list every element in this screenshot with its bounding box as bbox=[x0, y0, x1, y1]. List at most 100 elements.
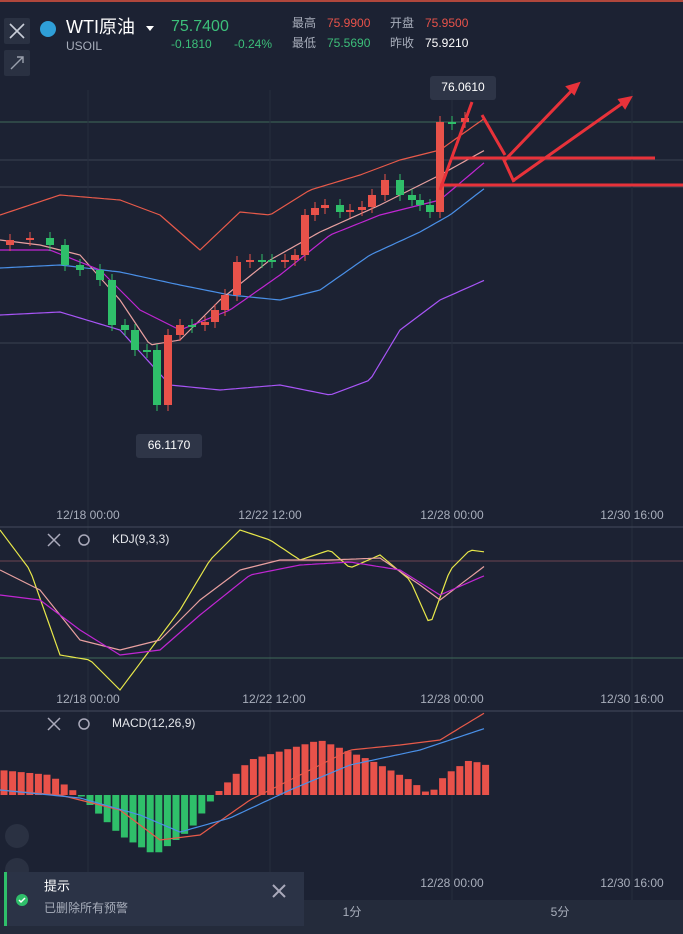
macd-settings[interactable] bbox=[78, 718, 90, 730]
macd-bar bbox=[327, 744, 335, 795]
macd-bar bbox=[335, 747, 343, 795]
stat-value: 75.9210 bbox=[425, 36, 469, 50]
candles bbox=[0, 112, 490, 853]
candle-body bbox=[291, 255, 299, 260]
kdj-settings[interactable] bbox=[78, 534, 90, 546]
toast-close[interactable] bbox=[272, 884, 286, 898]
candle-body bbox=[336, 205, 344, 212]
high-label: 76.0610 bbox=[441, 80, 485, 94]
candle-body bbox=[346, 210, 354, 212]
macd-bar bbox=[9, 771, 17, 795]
candle-body bbox=[131, 330, 139, 350]
time-label: 12/22 12:00 bbox=[238, 508, 302, 522]
candle-body bbox=[153, 350, 161, 405]
macd-bar bbox=[301, 744, 309, 795]
expand-icon bbox=[10, 56, 24, 70]
candle-body bbox=[201, 322, 209, 325]
macd-bar bbox=[473, 762, 481, 795]
low-callout bbox=[136, 434, 202, 458]
candle-body bbox=[143, 350, 151, 352]
kdj-d bbox=[0, 561, 485, 656]
high-callout bbox=[430, 76, 496, 100]
candle-body bbox=[268, 260, 276, 262]
macd-dif bbox=[0, 712, 485, 841]
candle-body bbox=[246, 260, 254, 262]
candle-body bbox=[281, 260, 289, 262]
macd-bar bbox=[138, 795, 146, 848]
macd-bar bbox=[361, 758, 369, 795]
macd-bar bbox=[112, 795, 120, 831]
macd-bar bbox=[387, 770, 395, 795]
symbol-name[interactable]: WTI原油 bbox=[66, 17, 135, 37]
symbol-icon bbox=[40, 21, 56, 37]
macd-bar bbox=[34, 773, 42, 795]
macd-bar bbox=[77, 795, 85, 797]
toast bbox=[4, 872, 304, 926]
candle-body bbox=[321, 205, 329, 208]
macd-bar bbox=[146, 795, 154, 853]
time-label: 12/18 00:00 bbox=[56, 508, 120, 522]
stat-label: 开盘 bbox=[390, 15, 414, 30]
toast-accent bbox=[4, 872, 7, 926]
dropdown-arrow[interactable] bbox=[146, 26, 154, 31]
candle-body bbox=[164, 335, 172, 405]
macd-bar bbox=[430, 789, 438, 795]
candle-body bbox=[368, 195, 376, 207]
macd-bar bbox=[249, 759, 257, 795]
stat-value: 75.9500 bbox=[425, 16, 469, 30]
macd-bar bbox=[163, 795, 171, 847]
timeframe[interactable]: 5分 bbox=[551, 905, 570, 919]
close-icon bbox=[9, 23, 25, 39]
macd-title: MACD(12,26,9) bbox=[112, 716, 195, 730]
ma-slow bbox=[0, 162, 485, 331]
stat-label: 最低 bbox=[292, 36, 316, 50]
candle-body bbox=[311, 208, 319, 215]
timeframe[interactable]: 1分 bbox=[343, 905, 362, 919]
macd-bar bbox=[60, 784, 68, 795]
macd-bar bbox=[482, 764, 490, 795]
tool-button[interactable] bbox=[5, 824, 29, 848]
macd-bar bbox=[267, 754, 275, 795]
candle-body bbox=[76, 265, 84, 270]
candle-body bbox=[381, 180, 389, 195]
time-label: 12/28 00:00 bbox=[420, 508, 484, 522]
macd-bar bbox=[206, 795, 214, 802]
candle-body bbox=[6, 240, 14, 245]
macd-bar bbox=[181, 795, 189, 834]
macd-bar bbox=[52, 778, 60, 795]
candle-body bbox=[396, 180, 404, 195]
kdj-close[interactable] bbox=[47, 533, 61, 547]
macd-bar bbox=[292, 746, 300, 795]
macd-bar bbox=[189, 795, 197, 826]
macd-bar bbox=[120, 795, 128, 838]
candle-body bbox=[436, 122, 444, 212]
kdj-k bbox=[0, 557, 485, 651]
macd-bar bbox=[275, 751, 283, 795]
candle-body bbox=[426, 205, 434, 212]
time-label: 12/30 16:00 bbox=[600, 508, 664, 522]
candle-body bbox=[188, 325, 196, 327]
macd-bar bbox=[344, 751, 352, 795]
toast-message: 已删除所有预警 bbox=[44, 900, 128, 915]
candle-body bbox=[26, 238, 34, 240]
stat-value: 75.5690 bbox=[327, 36, 371, 50]
candle-body bbox=[96, 270, 104, 280]
candle-body bbox=[121, 325, 129, 330]
stat-value: 75.9900 bbox=[327, 16, 371, 30]
macd-bar bbox=[172, 795, 180, 840]
macd-bar bbox=[396, 774, 404, 795]
macd-bar bbox=[284, 749, 292, 795]
candle-body bbox=[221, 295, 229, 310]
macd-bar bbox=[0, 770, 8, 795]
top-border bbox=[0, 0, 683, 2]
macd-bar bbox=[439, 778, 447, 795]
macd-close[interactable] bbox=[47, 717, 61, 731]
check bbox=[18, 897, 26, 904]
stat-label: 昨收 bbox=[390, 36, 414, 50]
price: 75.7400 bbox=[171, 18, 229, 35]
candle-body bbox=[233, 262, 241, 295]
candle-body bbox=[176, 325, 184, 335]
macd-bar bbox=[17, 772, 25, 795]
band-lower bbox=[0, 279, 485, 396]
